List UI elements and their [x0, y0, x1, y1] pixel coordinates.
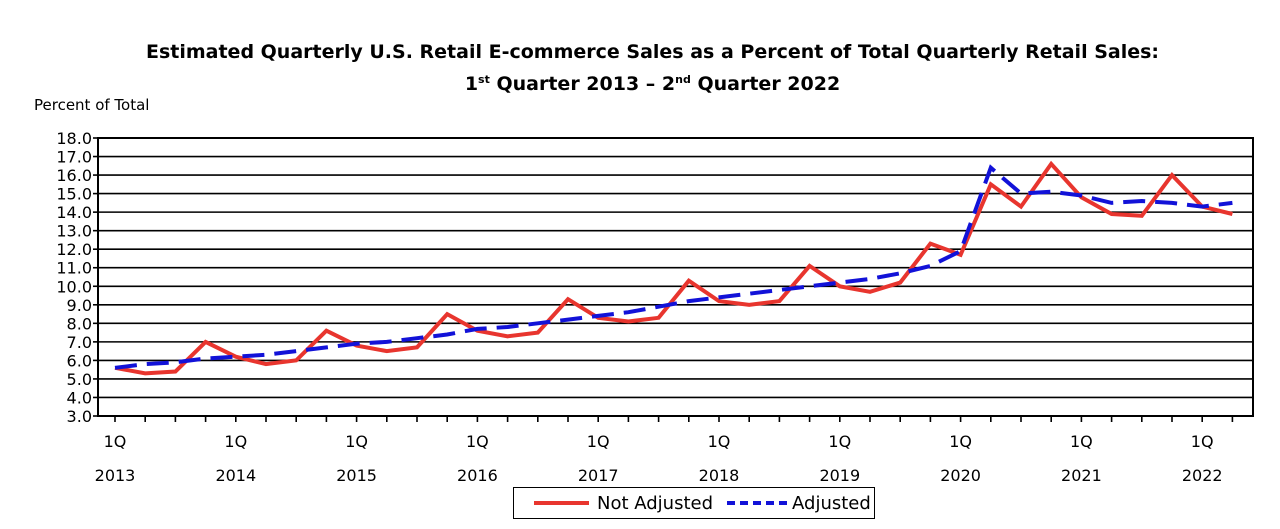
series-line-not-adjusted	[114, 160, 1233, 376]
y-tick-label: 16.0	[56, 166, 92, 185]
title-q1-number: 1	[464, 73, 479, 95]
x-axis-ticks: 1Q 2013 1Q 2014 1Q 2015 1Q 2016 1Q 2017 1Q 2018 1Q 20…	[95, 416, 1234, 485]
x-tick-label-quarter: 1Q	[1191, 432, 1214, 451]
y-tick-label: 14.0	[56, 203, 92, 222]
title-middle-text: Quarter 2013 – 2	[489, 73, 676, 95]
title-end-text: Quarter 2022	[690, 73, 841, 95]
y-tick-label: 9.0	[67, 296, 92, 315]
y-tick-label: 6.0	[67, 351, 92, 370]
x-tick-label-quarter: 1Q	[708, 432, 731, 451]
y-tick-label: 8.0	[67, 314, 92, 333]
y-tick-label: 15.0	[56, 185, 92, 204]
legend-swatch-not-adjusted	[534, 501, 589, 505]
x-tick-label-year: 2020	[940, 466, 981, 485]
x-tick-label-quarter: 1Q	[949, 432, 972, 451]
title-q2-superscript: nd	[675, 73, 691, 86]
grid-lines	[98, 137, 1253, 417]
x-tick-label-year: 2019	[819, 466, 860, 485]
x-tick-label-quarter: 1Q	[345, 432, 368, 451]
y-tick-label: 7.0	[67, 333, 92, 352]
x-tick-label-year: 2016	[457, 466, 498, 485]
x-tick-label-quarter: 1Q	[224, 432, 247, 451]
legend-swatch-adjusted	[727, 501, 788, 505]
y-tick-label: 12.0	[56, 240, 92, 259]
x-tick-label-quarter: 1Q	[1070, 432, 1093, 451]
legend-label-not-adjusted: Not Adjusted	[597, 492, 714, 514]
chart-title-line-1: Estimated Quarterly U.S. Retail E-commer…	[145, 41, 1160, 63]
y-tick-label: 10.0	[56, 277, 92, 296]
legend-item-not-adjusted: Not Adjusted	[514, 493, 713, 514]
x-tick-label-year: 2015	[336, 466, 377, 485]
y-tick-label: 11.0	[56, 259, 92, 278]
legend-label-adjusted: Adjusted	[792, 492, 871, 514]
y-tick-label: 5.0	[67, 370, 92, 389]
x-tick-label-quarter: 1Q	[587, 432, 610, 451]
plot-area-frame	[97, 137, 1254, 417]
x-tick-label-year: 2013	[95, 466, 136, 485]
series-layer	[114, 160, 1233, 376]
x-tick-label-year: 2021	[1061, 466, 1102, 485]
y-tick-label: 18.0	[56, 129, 92, 148]
chart-title: Estimated Quarterly U.S. Retail E-commer…	[0, 36, 1280, 100]
x-tick-label-year: 2014	[215, 466, 256, 485]
y-tick-label: 13.0	[56, 222, 92, 241]
y-axis-label: Percent of Total	[34, 96, 150, 114]
series-line-adjusted	[114, 164, 1233, 370]
legend-item-adjusted: Adjusted	[713, 493, 871, 514]
y-tick-label: 4.0	[67, 388, 92, 407]
chart-title-line-2: 1st Quarter 2013 – 2nd Quarter 2022	[0, 68, 1280, 100]
chart-legend: Not Adjusted Adjusted	[513, 487, 875, 519]
x-tick-label-quarter: 1Q	[828, 432, 851, 451]
title-q1-superscript: st	[478, 73, 490, 86]
x-tick-label-year: 2017	[578, 466, 619, 485]
y-tick-label: 17.0	[56, 148, 92, 167]
x-tick-label-year: 2022	[1182, 466, 1223, 485]
y-axis-ticks: 18.017.016.015.014.013.012.011.010.09.08…	[56, 129, 98, 426]
x-tick-label-quarter: 1Q	[104, 432, 127, 451]
x-tick-label-year: 2018	[699, 466, 740, 485]
x-tick-label-quarter: 1Q	[466, 432, 489, 451]
y-tick-label: 3.0	[67, 407, 92, 426]
